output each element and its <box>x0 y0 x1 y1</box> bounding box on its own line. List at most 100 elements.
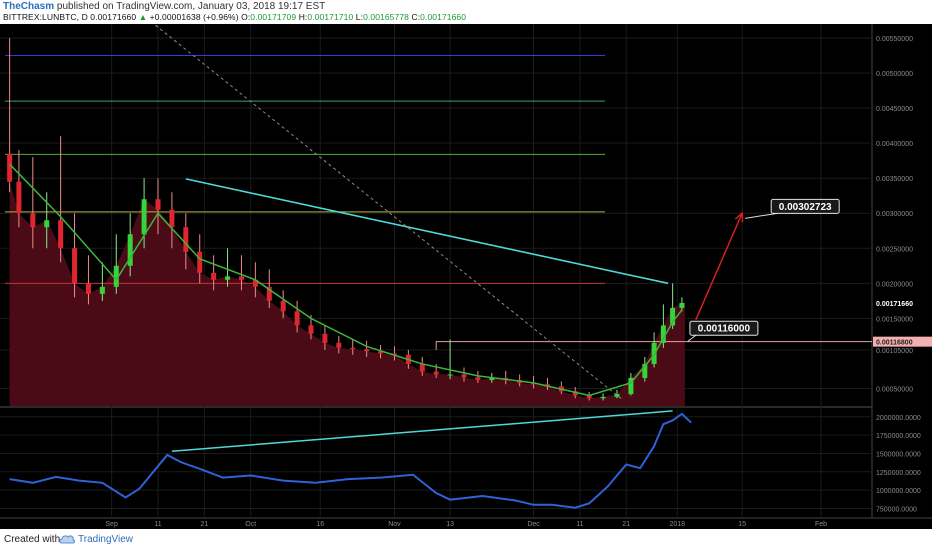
price-label-box <box>873 298 932 309</box>
candle-body <box>679 302 685 308</box>
last-price: 0.00171660 <box>90 12 137 22</box>
change-arrow-icon: ▲ <box>138 12 148 22</box>
candle-body <box>266 286 272 301</box>
level-line <box>435 341 872 350</box>
candle-body <box>99 286 105 294</box>
candle-body <box>141 199 147 235</box>
time-axis-tick-label: Sep <box>105 521 118 528</box>
candle-body <box>489 377 495 381</box>
candle-body <box>197 251 203 273</box>
time-axis-tick-label: 21 <box>622 521 630 528</box>
volume-axis-tick-label: 750000.0000 <box>876 506 917 513</box>
candle-body <box>391 353 397 355</box>
price-axis-tick-label: 0.00150000 <box>876 316 913 323</box>
time-axis-tick-label: 13 <box>446 521 454 528</box>
candle-body <box>294 311 300 326</box>
tradingview-brand[interactable]: TradingView <box>78 534 134 545</box>
price-axis-tick-label: 0.00350000 <box>876 176 913 183</box>
footer-bar: Created with TradingView <box>0 529 932 550</box>
candle-body <box>169 209 175 228</box>
price-axis-tick-label: 0.00200000 <box>876 281 913 288</box>
candle-body <box>155 199 161 210</box>
created-with-text: Created with <box>4 534 61 545</box>
time-axis-tick-label: Dec <box>527 521 540 528</box>
candle-body <box>364 349 370 352</box>
candle-body <box>419 363 425 372</box>
candle-body <box>475 377 481 381</box>
candle-body <box>660 325 666 343</box>
author-link[interactable]: TheChasm <box>3 1 55 12</box>
time-axis-tick-label: 21 <box>200 521 208 528</box>
candle-body <box>127 234 133 266</box>
open-label: O: <box>241 12 251 22</box>
candle-body <box>350 347 356 350</box>
candle-body <box>113 265 119 287</box>
low-label: L: <box>355 12 364 22</box>
time-axis-tick-label: 15 <box>738 521 746 528</box>
candle-body <box>628 377 634 395</box>
volume-axis-tick-label: 1250000.0000 <box>876 470 921 477</box>
callout-box <box>689 320 759 336</box>
price-axis-tick-label: 0.00300000 <box>876 211 913 218</box>
close-value: 0.00171660 <box>420 12 467 22</box>
volume-axis-tick-label: 1750000.0000 <box>876 433 921 440</box>
volume-trendline <box>171 410 673 453</box>
volume-axis-tick-label: 2000000.0000 <box>876 415 921 422</box>
candle-body <box>30 213 36 228</box>
price-area-fill <box>9 181 685 406</box>
price-axis-tick-label: 0.00400000 <box>876 141 913 148</box>
candle-body <box>670 307 676 326</box>
candle-body <box>58 220 64 249</box>
symbol-label: BITTREX:LUNBTC, D <box>3 12 88 22</box>
time-axis-tick-label: Feb <box>815 521 827 528</box>
price-label-text: 0.00171660 <box>876 301 913 308</box>
callout-text: 0.00116000 <box>698 324 751 335</box>
price-label-box <box>873 336 932 347</box>
candle-body <box>85 283 91 294</box>
candle-body <box>433 371 439 375</box>
candle-body <box>72 248 78 284</box>
symbol-info-line: BITTREX:LUNBTC, D 0.00171660 ▲ +0.000016… <box>3 12 466 22</box>
candle-body <box>378 351 384 354</box>
tradingview-cloud-icon <box>59 535 75 544</box>
candle-body <box>586 395 592 399</box>
chart-svg[interactable]: 0.00302723 0.00116000 0.00550000 0.00500000… <box>0 0 932 529</box>
candle-body <box>252 279 258 287</box>
callout-pointer <box>687 334 697 342</box>
candle-body <box>461 374 467 378</box>
candle-body <box>336 342 342 348</box>
callout-pointer <box>745 212 778 219</box>
volume-axis-tick-label: 1000000.0000 <box>876 488 921 495</box>
high-label: H: <box>298 12 308 22</box>
candle-body <box>7 153 13 182</box>
target-arrow-line <box>695 212 743 321</box>
chart-area[interactable]: 0.00302723 0.00116000 0.00550000 0.00500000… <box>0 0 932 529</box>
moving-average-line <box>9 163 683 397</box>
dashed-trendline <box>123 0 622 400</box>
time-axis-tick-label: 2018 <box>669 521 685 528</box>
candle-body <box>280 300 286 312</box>
candle-body <box>238 276 244 280</box>
price-axis-tick-label: 0.00550000 <box>876 36 913 43</box>
high-value: 0.00171710 <box>307 12 354 22</box>
price-axis-tick-label: 0.00250000 <box>876 246 913 253</box>
target-arrow-icon <box>734 211 744 223</box>
candle-body <box>447 374 453 376</box>
publish-line: TheChasm published on TradingView.com, J… <box>3 1 325 12</box>
resistance-trendline <box>185 178 669 285</box>
candle-body <box>44 220 50 228</box>
callout-text: 0.00302723 <box>779 202 832 213</box>
candle-body <box>614 394 620 397</box>
close-label: C: <box>411 12 421 22</box>
candle-body <box>225 276 231 280</box>
time-axis-tick-label: 11 <box>576 521 583 528</box>
candle-body <box>308 325 314 334</box>
candle-body <box>572 391 578 396</box>
candle-body <box>642 363 648 378</box>
time-axis-tick-label: 11 <box>154 521 161 528</box>
volume-axis-tick-label: 1500000.0000 <box>876 451 921 458</box>
time-axis-tick-label: Nov <box>388 521 401 528</box>
candle-body <box>600 396 606 399</box>
price-axis-tick-label: 0.00500000 <box>876 71 913 78</box>
time-axis-tick-label: 16 <box>316 521 324 528</box>
